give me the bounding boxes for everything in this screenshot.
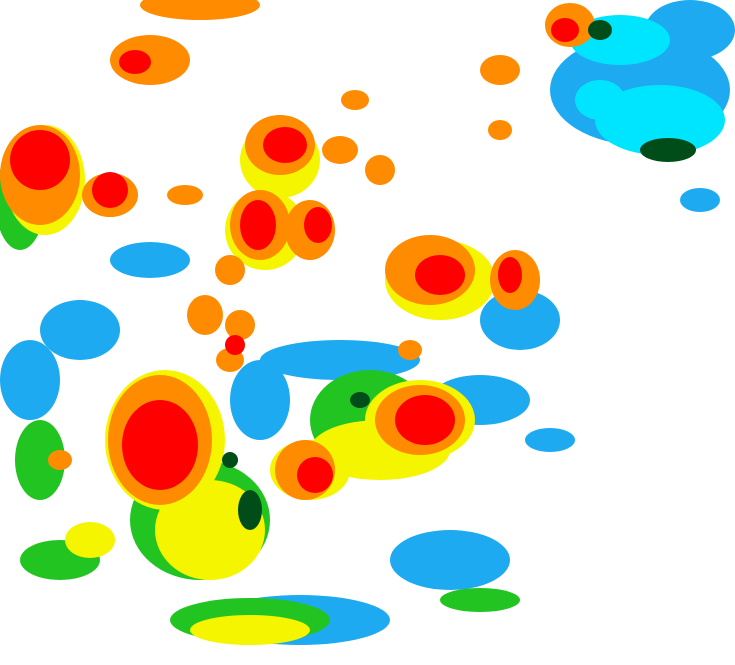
red-cell [119,50,151,74]
orange-cloud-layer [0,0,595,505]
orange-cell [341,90,369,110]
red-cell [263,127,307,163]
orange-cell [488,120,512,140]
red-cell [225,335,245,355]
orange-cell [398,340,422,360]
orange-cell [365,155,395,185]
red-cloud-layer [10,18,579,493]
dark-green-cell [640,138,696,162]
orange-cell [225,310,255,340]
orange-cell [140,0,260,20]
light-blue-cell [110,242,190,278]
green-cell [440,588,520,612]
light-blue-cell [0,340,60,420]
light-blue-cell [680,188,720,212]
red-cell [92,172,128,208]
light-blue-cell [230,360,290,440]
cyan-cell [575,80,625,120]
orange-cell [167,185,203,205]
dark-green-cloud-layer [222,20,696,530]
cyan-cell [595,85,725,155]
dark-green-cell [222,452,238,468]
light-blue-cell [40,300,120,360]
yellow-cell [190,615,310,645]
dark-green-cell [238,490,262,530]
light-blue-cell [390,530,510,590]
orange-cell [187,295,223,335]
cyan-cloud-layer [570,15,725,155]
red-cell [498,257,522,293]
red-cell [395,395,455,445]
orange-cell [48,450,72,470]
light-blue-cell [525,428,575,452]
dark-green-cell [350,392,370,408]
red-cell [297,457,333,493]
red-cell [240,200,276,250]
red-cell [122,400,198,490]
green-cell [15,420,65,500]
red-cell [415,255,465,295]
red-cell [304,207,332,243]
light-blue-cell [260,340,420,380]
red-cell [551,18,579,42]
light-blue-cell [480,290,560,350]
orange-cell [480,55,520,85]
yellow-cell [65,522,115,558]
red-cell [10,130,70,190]
orange-cell [322,136,358,164]
orange-cell [215,255,245,285]
dark-green-cell [588,20,612,40]
